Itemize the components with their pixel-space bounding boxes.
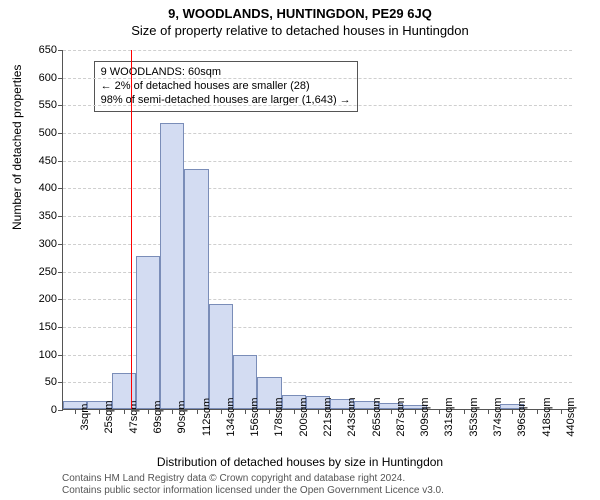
xtick-label: 309sqm: [419, 397, 431, 436]
y-axis-label: Number of detached properties: [10, 65, 24, 230]
xtick-label: 287sqm: [395, 397, 407, 436]
xtick-mark: [124, 409, 125, 414]
ytick-mark: [58, 78, 63, 79]
ytick-label: 50: [45, 376, 57, 388]
xtick-mark: [99, 409, 100, 414]
xtick-mark: [245, 409, 246, 414]
bar: [184, 169, 208, 409]
ytick-label: 550: [39, 99, 57, 111]
xtick-label: 418sqm: [541, 397, 553, 436]
ytick-mark: [58, 133, 63, 134]
ytick-label: 0: [51, 404, 57, 416]
xtick-mark: [537, 409, 538, 414]
footer-line-1: Contains HM Land Registry data © Crown c…: [62, 473, 444, 485]
ytick-label: 400: [39, 182, 57, 194]
gridline: [63, 161, 572, 162]
gridline: [63, 244, 572, 245]
bar: [209, 304, 233, 409]
ytick-label: 450: [39, 155, 57, 167]
xtick-mark: [561, 409, 562, 414]
xtick-mark: [318, 409, 319, 414]
info-box: 9 WOODLANDS: 60sqm ← 2% of detached hous…: [94, 61, 358, 112]
xtick-label: 353sqm: [468, 397, 480, 436]
title-main: 9, WOODLANDS, HUNTINGDON, PE29 6JQ: [0, 0, 600, 21]
footer-attribution: Contains HM Land Registry data © Crown c…: [62, 473, 444, 497]
gridline: [63, 78, 572, 79]
xtick-label: 440sqm: [565, 397, 577, 436]
ytick-mark: [58, 50, 63, 51]
ytick-mark: [58, 272, 63, 273]
ytick-mark: [58, 188, 63, 189]
ytick-label: 150: [39, 321, 57, 333]
ytick-mark: [58, 105, 63, 106]
x-axis-label: Distribution of detached houses by size …: [0, 455, 600, 469]
ytick-mark: [58, 327, 63, 328]
xtick-mark: [75, 409, 76, 414]
plot-area: 9 WOODLANDS: 60sqm ← 2% of detached hous…: [62, 50, 572, 410]
xtick-mark: [269, 409, 270, 414]
ytick-label: 300: [39, 238, 57, 250]
xtick-mark: [391, 409, 392, 414]
ytick-label: 600: [39, 72, 57, 84]
ytick-mark: [58, 161, 63, 162]
xtick-mark: [367, 409, 368, 414]
ytick-mark: [58, 299, 63, 300]
xtick-mark: [221, 409, 222, 414]
gridline: [63, 216, 572, 217]
xtick-mark: [197, 409, 198, 414]
ytick-mark: [58, 382, 63, 383]
xtick-mark: [148, 409, 149, 414]
xtick-mark: [464, 409, 465, 414]
xtick-mark: [342, 409, 343, 414]
ytick-mark: [58, 410, 63, 411]
bar: [160, 123, 184, 409]
gridline: [63, 105, 572, 106]
chart-container: 9, WOODLANDS, HUNTINGDON, PE29 6JQ Size …: [0, 0, 600, 500]
ytick-label: 350: [39, 210, 57, 222]
ytick-mark: [58, 244, 63, 245]
title-sub: Size of property relative to detached ho…: [0, 21, 600, 38]
xtick-mark: [439, 409, 440, 414]
ytick-label: 100: [39, 349, 57, 361]
gridline: [63, 188, 572, 189]
ytick-mark: [58, 216, 63, 217]
ytick-label: 250: [39, 266, 57, 278]
xtick-label: 331sqm: [443, 397, 455, 436]
xtick-mark: [172, 409, 173, 414]
ytick-label: 200: [39, 293, 57, 305]
bar: [136, 256, 160, 409]
xtick-mark: [294, 409, 295, 414]
xtick-mark: [512, 409, 513, 414]
xtick-label: 396sqm: [516, 397, 528, 436]
ytick-mark: [58, 355, 63, 356]
gridline: [63, 50, 572, 51]
xtick-mark: [488, 409, 489, 414]
footer-line-2: Contains public sector information licen…: [62, 485, 444, 497]
reference-marker: [131, 50, 132, 409]
ytick-label: 500: [39, 127, 57, 139]
ytick-label: 650: [39, 44, 57, 56]
info-line-2: ← 2% of detached houses are smaller (28): [101, 79, 351, 93]
gridline: [63, 133, 572, 134]
xtick-mark: [415, 409, 416, 414]
